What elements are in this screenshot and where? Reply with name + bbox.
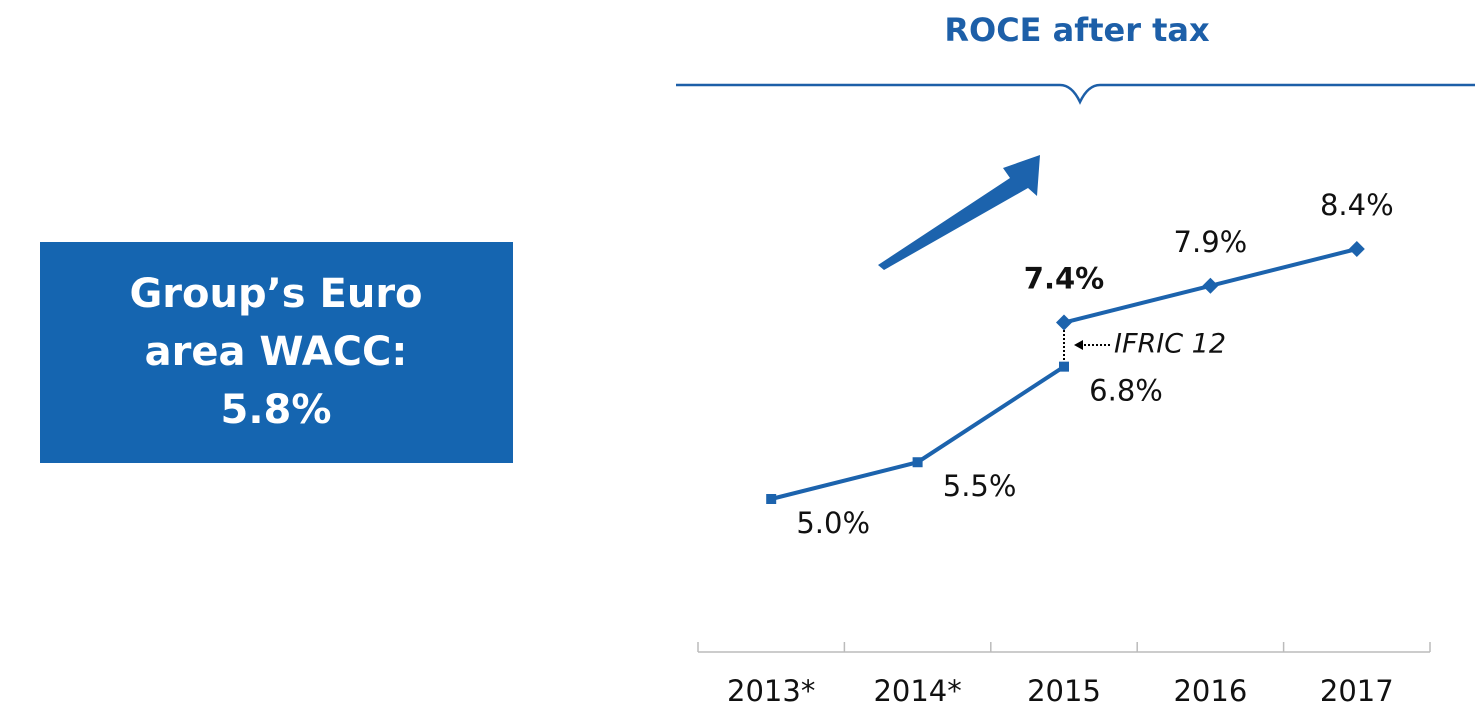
marker [1056, 314, 1072, 331]
x-tick-label: 2016 [1173, 674, 1247, 706]
data-label: 7.4% [1024, 262, 1104, 296]
trend-arrow [878, 155, 1040, 270]
marker [1059, 361, 1069, 372]
chart-title: ROCE after tax [944, 11, 1210, 49]
x-tick-label: 2015 [1027, 674, 1101, 706]
data-label: 8.4% [1320, 188, 1394, 222]
x-tick-label: 2013* [727, 674, 815, 706]
data-label: 5.5% [943, 469, 1017, 503]
marker [912, 457, 923, 468]
x-tick-label: 2014* [873, 674, 961, 706]
marker [1348, 241, 1365, 257]
data-label: 7.9% [1174, 225, 1248, 259]
marker [766, 494, 777, 504]
data-label: 5.0% [796, 506, 870, 540]
annotation-arrowhead [1074, 340, 1083, 350]
annotation: IFRIC 12 [1114, 329, 1226, 360]
x-tick-label: 2017 [1320, 674, 1394, 706]
line [770, 364, 1066, 501]
callout-box [40, 242, 513, 463]
brace [676, 83, 1475, 105]
callout-text: Group’s Euro area WACC: 5.8% [129, 271, 422, 433]
marker [1202, 277, 1219, 294]
data-label: 6.8% [1089, 374, 1163, 408]
